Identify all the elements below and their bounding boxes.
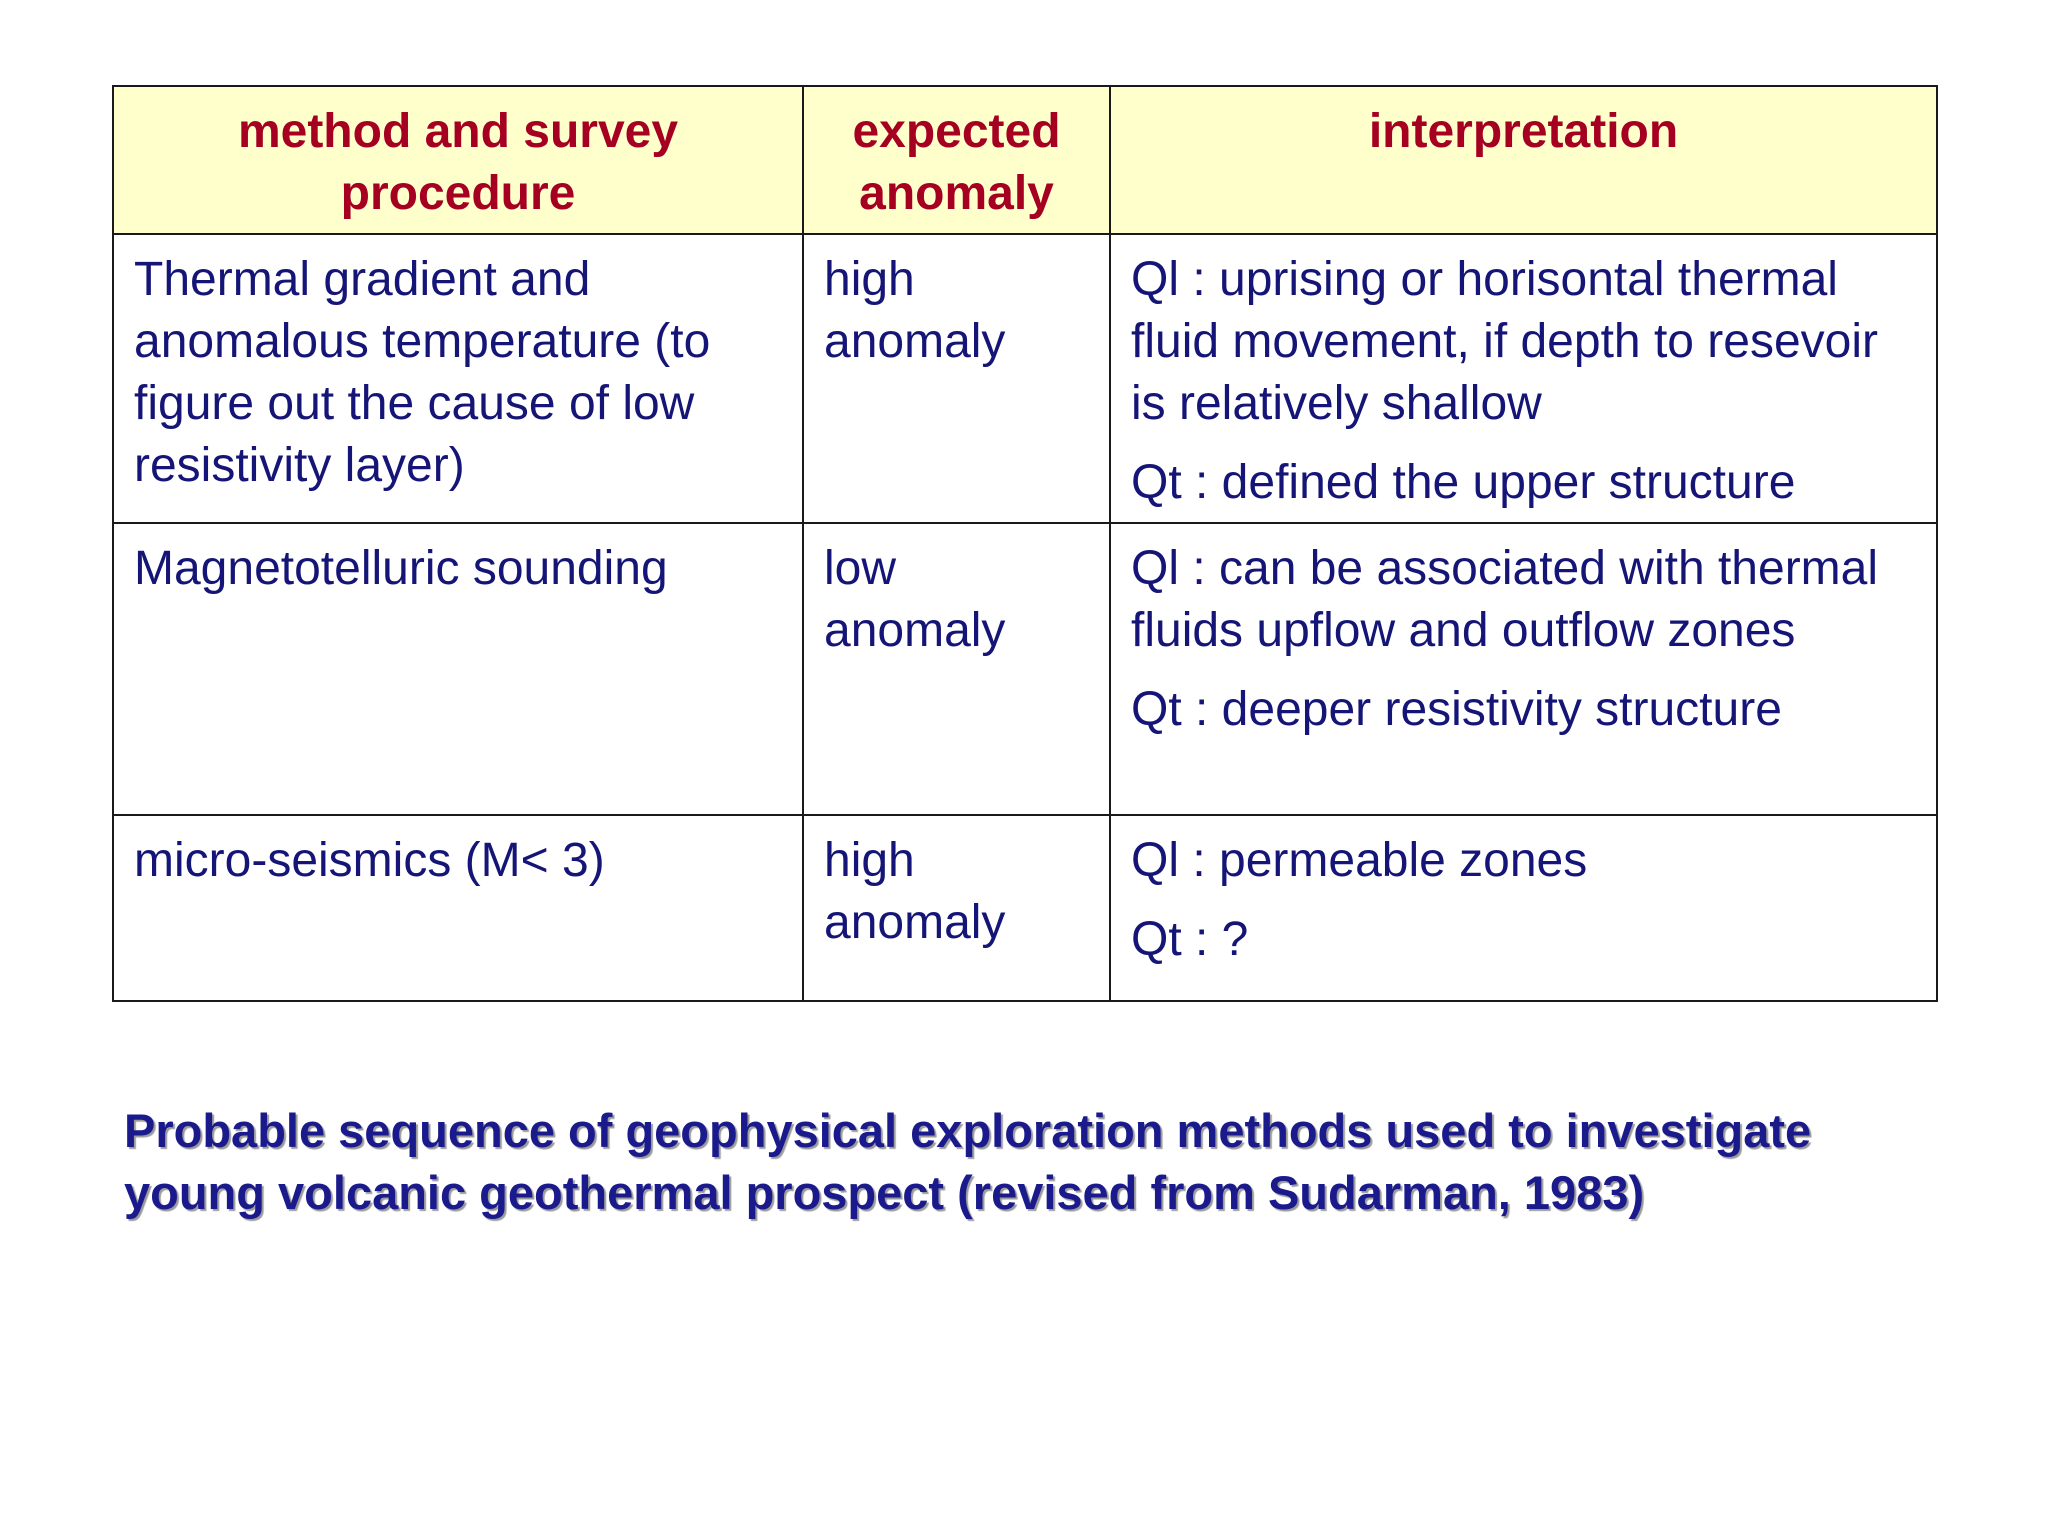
anomaly-cell: low anomaly xyxy=(802,522,1111,816)
method-cell: Magnetotelluric sounding xyxy=(112,522,804,816)
anomaly-cell: high anomaly xyxy=(802,233,1111,524)
table-row: Magnetotelluric sounding low anomaly Ql … xyxy=(112,522,1938,816)
header-expected-anomaly: expected anomaly xyxy=(802,85,1111,235)
table-row: Thermal gradient and anomalous temperatu… xyxy=(112,233,1938,524)
method-cell: Thermal gradient and anomalous temperatu… xyxy=(112,233,804,524)
ql-interpretation: Ql : permeable zones xyxy=(1131,834,1588,887)
ql-interpretation: Ql : can be associated with thermal flui… xyxy=(1131,542,1879,657)
interpretation-cell: Ql : can be associated with thermal flui… xyxy=(1109,522,1938,816)
qt-interpretation: Qt : defined the upper structure xyxy=(1131,456,1796,509)
qt-interpretation: Qt : ? xyxy=(1131,913,1249,966)
interpretation-cell: Ql : permeable zones Qt : ? xyxy=(1109,814,1938,1002)
ql-interpretation: Ql : uprising or horisontal thermal flui… xyxy=(1131,253,1879,430)
slide-caption: Probable sequence of geophysical explora… xyxy=(124,1104,1812,1219)
exploration-methods-table: method and survey procedure expected ano… xyxy=(112,85,1938,1002)
header-method: method and survey procedure xyxy=(112,85,804,235)
interpretation-cell: Ql : uprising or horisontal thermal flui… xyxy=(1109,233,1938,524)
method-cell: micro-seismics (M< 3) xyxy=(112,814,804,1002)
table-row: micro-seismics (M< 3) high anomaly Ql : … xyxy=(112,814,1938,1002)
qt-interpretation: Qt : deeper resistivity structure xyxy=(1131,683,1782,736)
table-header-row: method and survey procedure expected ano… xyxy=(112,85,1938,235)
anomaly-cell: high anomaly xyxy=(802,814,1111,1002)
header-interpretation: interpretation xyxy=(1109,85,1938,235)
